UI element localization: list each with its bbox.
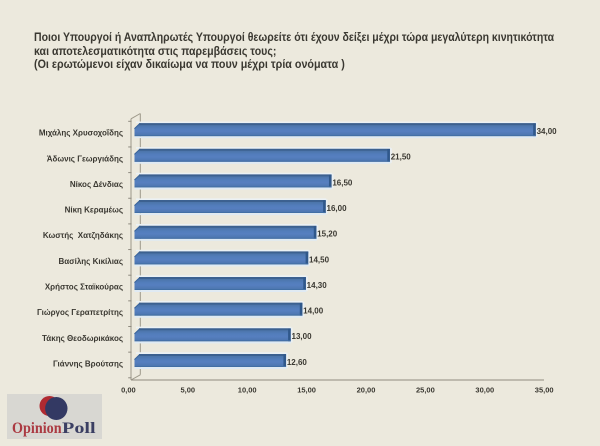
svg-text:16,00: 16,00: [327, 204, 348, 213]
svg-text:25,00: 25,00: [416, 386, 435, 395]
svg-text:14,00: 14,00: [303, 307, 324, 316]
svg-text:Κωστής Χατζηδάκης: Κωστής Χατζηδάκης: [43, 231, 123, 240]
svg-text:34,00: 34,00: [537, 127, 558, 136]
svg-text:Χρήστος Σταϊκούρας: Χρήστος Σταϊκούρας: [45, 283, 123, 292]
svg-text:30,00: 30,00: [475, 386, 494, 395]
svg-text:Μιχάλης Χρυσοχοΐδης: Μιχάλης Χρυσοχοΐδης: [39, 129, 123, 138]
svg-text:5,00: 5,00: [180, 386, 195, 395]
svg-text:35,00: 35,00: [535, 386, 554, 395]
svg-text:14,30: 14,30: [307, 281, 328, 290]
svg-text:15,20: 15,20: [317, 230, 338, 239]
svg-text:Γιώργος Γεραπετρίτης: Γιώργος Γεραπετρίτης: [37, 308, 123, 317]
svg-text:Γιάννης Βρούτσης: Γιάννης Βρούτσης: [53, 359, 123, 368]
svg-text:14,50: 14,50: [309, 255, 330, 264]
svg-text:Νίκος Δένδιας: Νίκος Δένδιας: [70, 180, 123, 189]
svg-text:12,60: 12,60: [287, 358, 308, 367]
svg-text:0,00: 0,00: [121, 386, 136, 395]
svg-text:Νίκη Κεραμέως: Νίκη Κεραμέως: [65, 206, 123, 215]
svg-text:16,50: 16,50: [332, 178, 353, 187]
svg-text:13,00: 13,00: [292, 332, 313, 341]
svg-text:Άδωνις Γεωργιάδης: Άδωνις Γεωργιάδης: [47, 154, 123, 163]
svg-text:20,00: 20,00: [357, 386, 376, 395]
svg-text:15,00: 15,00: [297, 386, 316, 395]
svg-text:Τάκης Θεοδωρικάκος: Τάκης Θεοδωρικάκος: [42, 334, 123, 343]
svg-text:Βασίλης Κικίλιας: Βασίλης Κικίλιας: [58, 257, 123, 266]
svg-text:21,50: 21,50: [391, 153, 412, 162]
svg-text:10,00: 10,00: [238, 386, 257, 395]
